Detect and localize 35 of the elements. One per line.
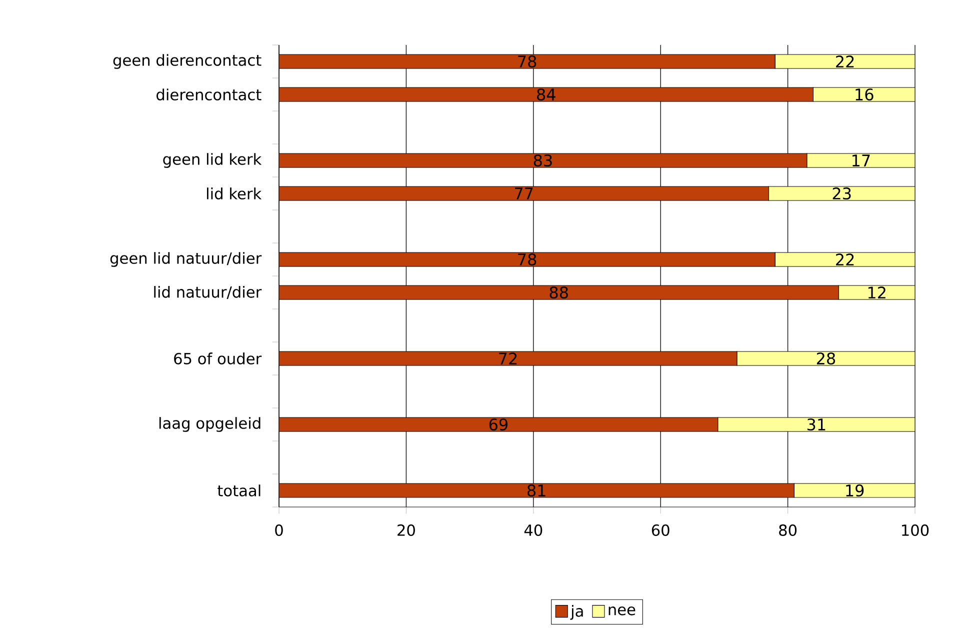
data-label: 72 [499, 352, 517, 364]
data-label: 17 [852, 154, 870, 166]
y-tick-label: lid kerk [206, 188, 262, 200]
legend-label: nee [608, 606, 636, 616]
data-label: 84 [537, 88, 556, 101]
data-label: 19 [846, 484, 864, 497]
y-tick-label: geen dierencontact [113, 54, 262, 69]
y-tick-label: laag opgeleid [159, 417, 260, 432]
x-tick-label: 0 [275, 524, 283, 536]
x-tick-label: 60 [652, 524, 670, 536]
data-label: 22 [836, 254, 854, 266]
x-tick-label: 40 [524, 524, 542, 536]
data-label: 88 [550, 286, 568, 299]
x-tick-label: 20 [398, 524, 415, 536]
data-label: 83 [534, 154, 552, 167]
y-tick-label: 65 of ouder [174, 352, 262, 364]
y-tick-label: lid natuur/dier [154, 286, 262, 300]
data-label: 28 [816, 352, 836, 365]
data-label: 16 [856, 88, 874, 101]
y-tick-label: totaal [218, 484, 260, 496]
data-label: 23 [832, 187, 851, 200]
data-label: 78 [518, 55, 536, 68]
data-label: 31 [807, 418, 826, 431]
y-tick-label: dierencontact [156, 88, 262, 100]
data-label: 69 [489, 418, 508, 431]
data-label: 81 [528, 484, 546, 497]
data-label: 77 [515, 188, 533, 200]
y-tick-label: geen lid kerk [163, 153, 262, 168]
y-tick-label: geen lid natuur/dier [110, 252, 262, 267]
data-label: 12 [868, 286, 886, 298]
data-label: 78 [518, 253, 536, 266]
legend-label: ja [570, 604, 583, 620]
x-tick-label: 80 [779, 524, 797, 536]
data-label: 22 [836, 56, 854, 68]
x-tick-label: 100 [902, 524, 929, 536]
